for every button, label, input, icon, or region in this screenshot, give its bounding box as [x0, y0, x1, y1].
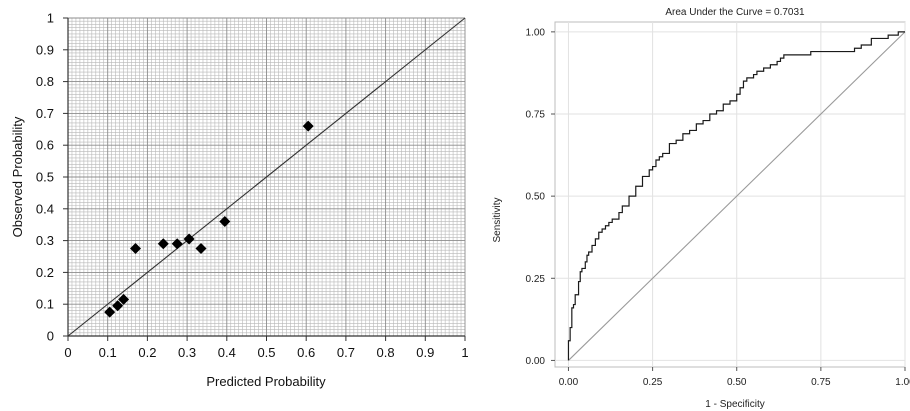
y-tick-label: 0: [47, 329, 54, 344]
data-point: [104, 306, 116, 318]
y-tick-label: 0.3: [36, 233, 54, 248]
calibration-chart: 0 0.1 0.2 0.3 0.4 0.5 0.6 0.7 0.8 0.9 1 0 0.1 0.2 0.3 0…: [10, 11, 469, 390]
y-tick-label: 0.00: [526, 356, 546, 367]
x-tick-label: 0.00: [559, 377, 579, 388]
roc-reference-line: [568, 31, 906, 361]
y-axis-label: Observed Probability: [10, 116, 25, 237]
y-tick-label: 0.25: [526, 274, 546, 285]
y-tick-label: 0.9: [36, 42, 54, 57]
calibration-grid: [68, 17, 466, 336]
x-tick-label: 0.3: [178, 345, 196, 360]
y-tick-label: 0.7: [36, 106, 54, 121]
y-tick-label: 0.1: [36, 297, 54, 312]
data-point: [157, 238, 169, 250]
y-tick-label: 0.50: [526, 192, 546, 203]
y-tick-label: 0.6: [36, 138, 54, 153]
x-tick-label: 0.75: [811, 377, 831, 388]
chart-title: Area Under the Curve = 0.7031: [665, 7, 805, 18]
data-point: [302, 120, 314, 132]
data-point: [219, 216, 231, 228]
x-tick-label: 1: [461, 345, 468, 360]
data-point: [195, 243, 207, 255]
x-tick-label: 0.50: [727, 377, 747, 388]
data-point: [112, 300, 124, 312]
x-tick-label: 0.1: [99, 345, 117, 360]
x-tick-label: 0.4: [218, 345, 236, 360]
calibration-tick-labels: 0 0.1 0.2 0.3 0.4 0.5 0.6 0.7 0.8 0.9 1 0 0.1 0.2 0.3 0…: [36, 11, 469, 361]
x-tick-label: 0.5: [257, 345, 275, 360]
y-tick-label: 1: [47, 11, 54, 26]
x-tick-label: 0.8: [377, 345, 395, 360]
y-axis-label: Sensitivity: [492, 197, 503, 242]
y-tick-label: 1.00: [526, 27, 546, 38]
data-point: [118, 293, 130, 305]
x-tick-label: 0.7: [337, 345, 355, 360]
data-point: [183, 233, 195, 245]
x-tick-label: 0.25: [643, 377, 663, 388]
y-tick-label: 0.4: [36, 201, 54, 216]
roc-plot-frame: [554, 21, 906, 368]
y-tick-label: 0.5: [36, 170, 54, 185]
roc-tick-labels: 0.00 0.00 0.25 0.25 0.50 0.50 0.75 0.75 1.00 1.00: [526, 27, 910, 388]
roc-chart: Area Under the Curve = 0.7031 0.000.000.…: [492, 7, 910, 410]
x-tick-label: 1.00: [895, 377, 910, 388]
data-point: [129, 243, 141, 255]
roc-grid: [551, 22, 906, 371]
y-tick-label: 0.8: [36, 74, 54, 89]
x-tick-label: 0.2: [138, 345, 156, 360]
data-point: [171, 238, 183, 250]
x-axis-label: 1 - Specificity: [705, 399, 764, 410]
y-tick-label: 0.75: [526, 110, 546, 121]
y-tick-label: 0.2: [36, 265, 54, 280]
calibration-points: [104, 120, 314, 318]
x-tick-label: 0.6: [297, 345, 315, 360]
x-tick-label: 0.9: [416, 345, 434, 360]
calibration-reference-line: [67, 17, 466, 337]
x-tick-label: 0: [64, 345, 71, 360]
x-axis-label: Predicted Probability: [206, 374, 326, 389]
calibration-axes: [63, 17, 466, 341]
roc-curve: [567, 31, 905, 361]
